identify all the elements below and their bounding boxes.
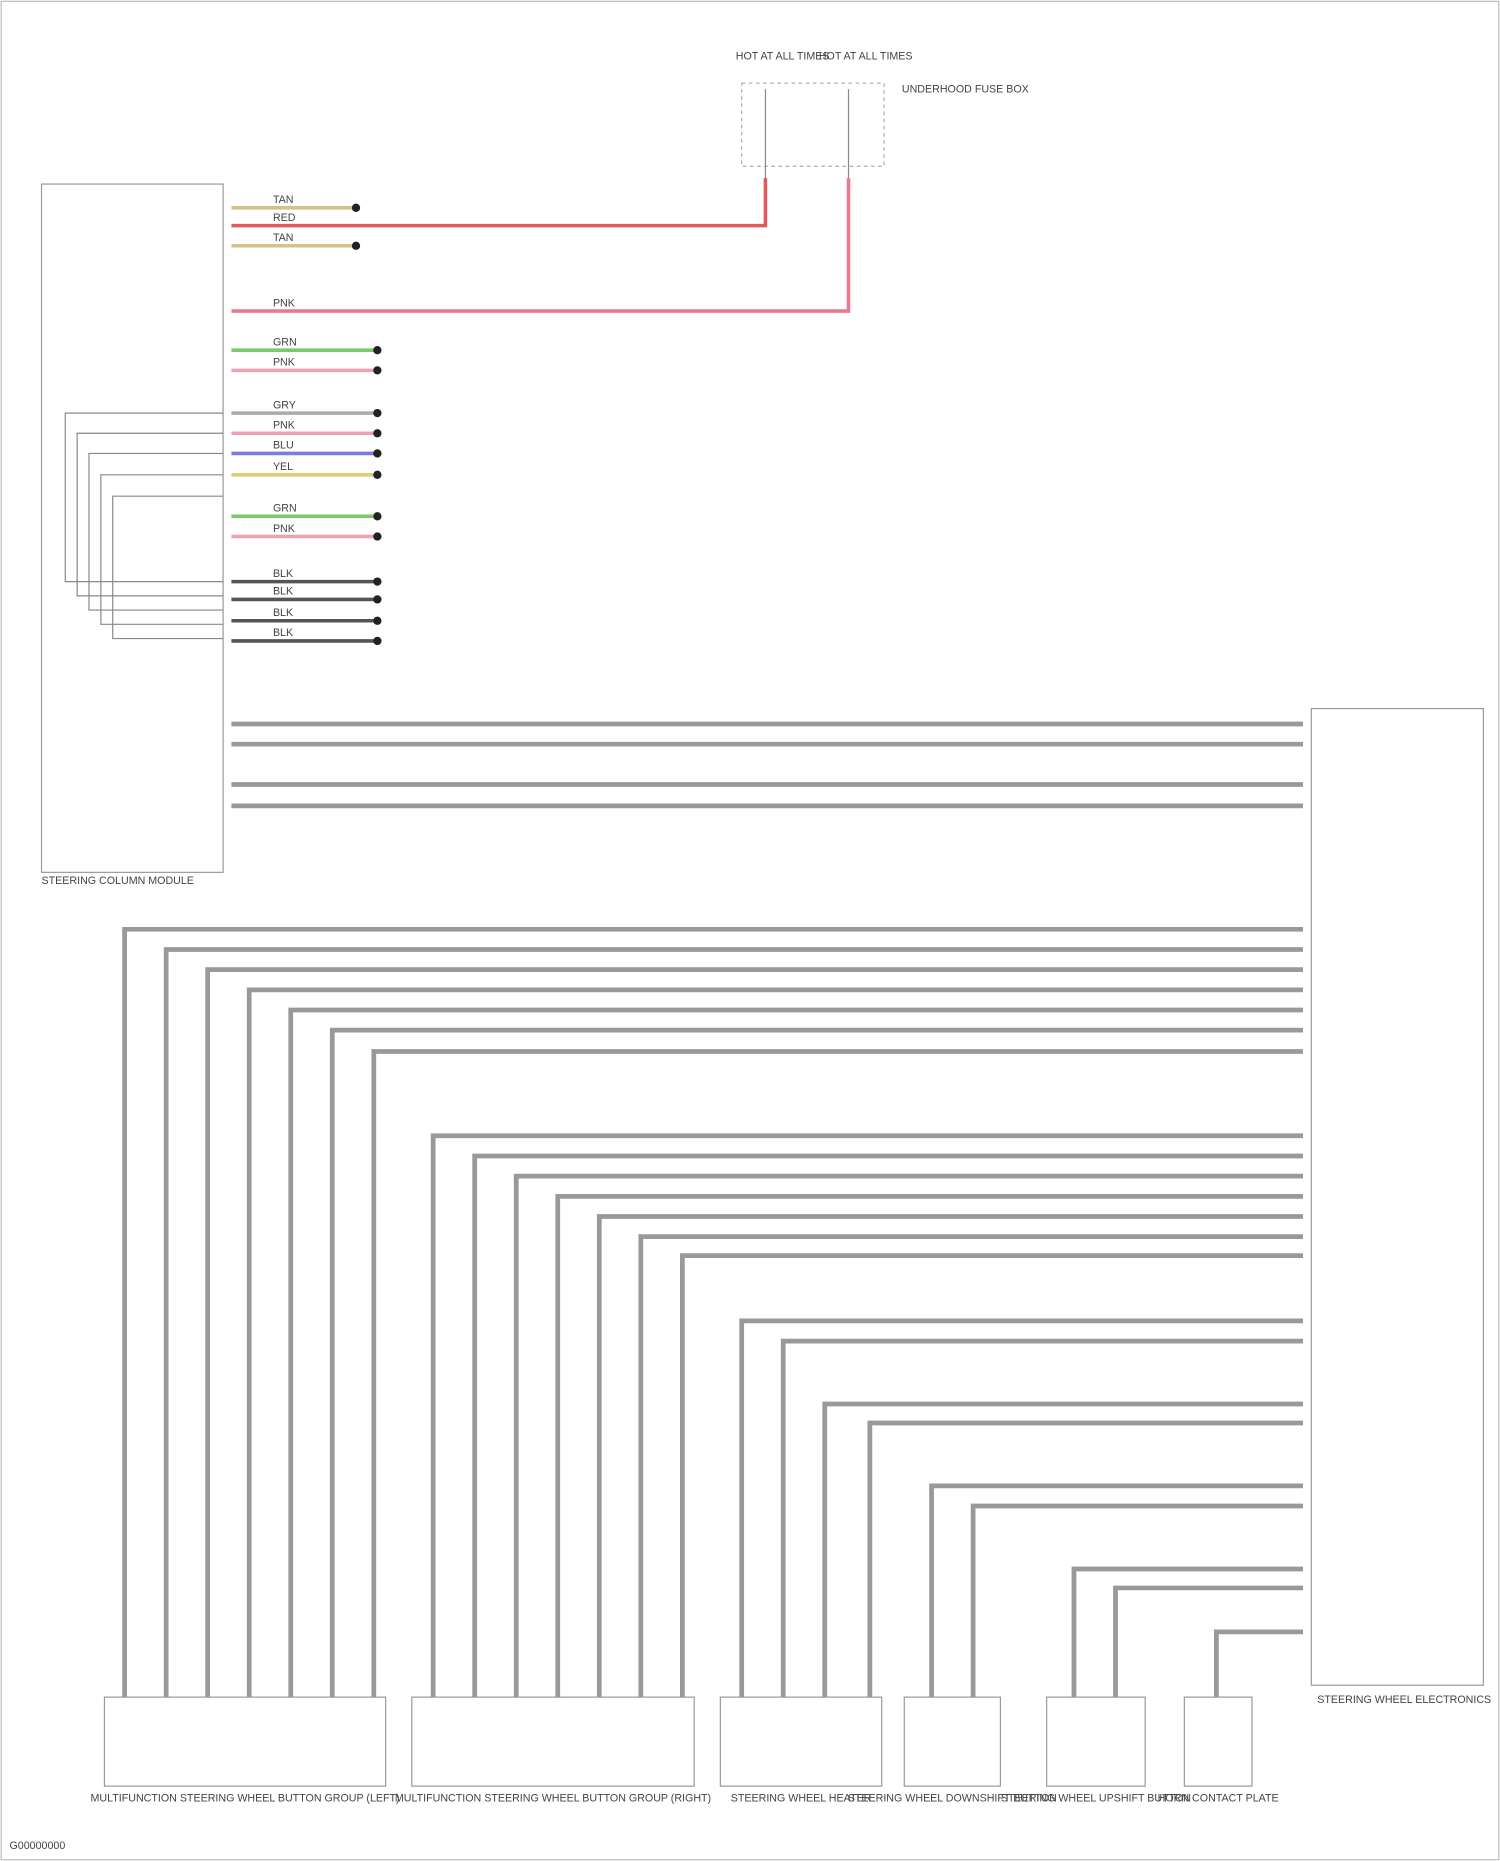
right-module-box	[1310, 707, 1484, 1686]
splice	[373, 346, 382, 355]
wire-label: RED	[273, 212, 296, 224]
wire	[970, 1503, 1304, 1698]
splice	[351, 241, 361, 250]
component-box	[903, 1696, 1001, 1787]
splice	[373, 636, 382, 646]
wire	[246, 987, 1304, 1698]
wire	[205, 967, 1304, 1698]
component-box	[1183, 1696, 1253, 1787]
splice	[373, 366, 382, 375]
wire	[231, 178, 768, 228]
wire	[739, 1318, 1304, 1698]
component-label: HORN CONTACT PLATE	[1158, 1793, 1279, 1805]
wire	[929, 1483, 1304, 1698]
right-module-label: STEERING WHEEL ELECTRONICS	[1317, 1694, 1491, 1706]
splice	[373, 449, 382, 458]
wire	[679, 1253, 1304, 1698]
wire	[1071, 1566, 1304, 1698]
footer: G00000000	[9, 1840, 65, 1852]
splice	[373, 408, 382, 418]
component-box	[1046, 1696, 1146, 1787]
component-box	[411, 1696, 695, 1787]
wire-label: PNK	[273, 357, 295, 369]
splice	[373, 532, 382, 541]
wire-label: TAN	[273, 194, 294, 206]
wire-label: PNK	[273, 297, 295, 309]
splice	[351, 203, 361, 212]
wire	[122, 926, 1304, 1698]
component-label: STEERING WHEEL DOWNSHIFT BUTTON	[848, 1793, 1057, 1805]
component-label: MULTIFUNCTION STEERING WHEEL BUTTON GROU…	[395, 1793, 711, 1805]
wire	[430, 1133, 1304, 1698]
wire-label: BLU	[273, 440, 294, 452]
wire	[100, 474, 224, 625]
wire	[780, 1338, 1304, 1698]
component-label: MULTIFUNCTION STEERING WHEEL BUTTON GROU…	[91, 1793, 400, 1805]
component-label: STEERING WHEEL UPSHIFT BUTTON	[1001, 1793, 1191, 1805]
component-box	[103, 1696, 387, 1787]
wire-label: GRY	[273, 399, 296, 411]
wire	[231, 178, 851, 313]
left-module-box	[40, 183, 224, 873]
wire	[163, 947, 1304, 1698]
splice	[373, 616, 382, 625]
wire	[371, 1049, 1304, 1698]
left-module-label: STEERING COLUMN MODULE	[42, 875, 194, 887]
fuse-box-label: UNDERHOOD FUSE BOX	[902, 84, 1029, 96]
wire	[1113, 1585, 1304, 1698]
wire-label: BLK	[273, 568, 293, 580]
wire	[112, 495, 224, 640]
wire-label: TAN	[273, 232, 294, 244]
wire	[555, 1193, 1304, 1698]
wire-label: BLK	[273, 627, 293, 639]
wire	[513, 1173, 1304, 1698]
wire	[88, 452, 224, 611]
wire-label: BLK	[273, 586, 293, 598]
wire	[822, 1401, 1304, 1698]
fuse-label: HOT AT ALL TIMES	[819, 50, 913, 62]
wire	[867, 1420, 1304, 1698]
wire-label: YEL	[273, 461, 293, 473]
wire	[64, 412, 224, 583]
splice	[373, 470, 382, 479]
wire	[638, 1234, 1304, 1698]
splice	[373, 429, 382, 438]
component-box	[719, 1696, 883, 1787]
fuse-label: HOT AT ALL TIMES	[736, 50, 830, 62]
wire	[596, 1214, 1304, 1698]
wire-label: PNK	[273, 523, 295, 535]
fuse-box	[741, 82, 885, 167]
wire-label: PNK	[273, 420, 295, 432]
wire	[329, 1027, 1304, 1698]
splice	[373, 512, 382, 521]
component-label: STEERING WHEEL HEATER	[731, 1793, 872, 1805]
wire	[288, 1007, 1304, 1698]
splice	[373, 595, 382, 604]
wire	[76, 432, 224, 597]
wire-label: BLK	[273, 607, 293, 619]
splice	[373, 577, 382, 586]
wire-label: GRN	[273, 336, 297, 348]
wire-label: GRN	[273, 503, 297, 515]
wire	[1214, 1629, 1304, 1698]
wire	[472, 1153, 1304, 1698]
